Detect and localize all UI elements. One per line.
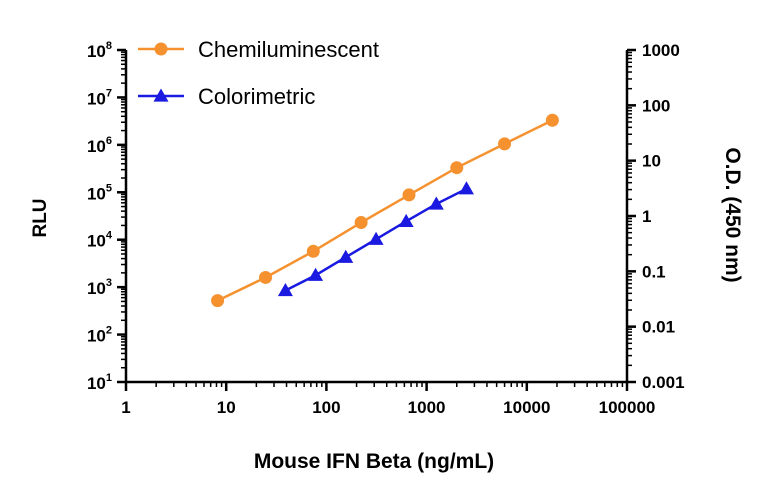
y-tick-label: 102: [87, 325, 112, 346]
x-tick-label: 1: [121, 398, 130, 417]
y-tick-label: 108: [87, 40, 112, 61]
y-tick-base: 10: [87, 137, 106, 156]
y-tick-exponent: 3: [106, 277, 112, 289]
y2-tick-label: 0.01: [642, 318, 675, 337]
series-line: [217, 119, 553, 302]
y-tick-label: 104: [87, 230, 113, 251]
data-point: [398, 213, 414, 227]
y-tick-exponent: 6: [106, 135, 112, 147]
data-point: [259, 270, 273, 284]
y2-tick-label: 10: [642, 152, 661, 171]
data-point: [450, 161, 464, 175]
y-tick-exponent: 5: [106, 182, 112, 194]
y-tick-label: 107: [87, 87, 112, 108]
y2-tick-label: 0.001: [642, 373, 685, 392]
legend-marker: [154, 42, 168, 56]
y-tick-base: 10: [87, 327, 106, 346]
data-point: [428, 196, 444, 210]
data-point: [545, 113, 559, 127]
legend-marker: [153, 88, 169, 102]
y-tick-label: 106: [87, 135, 112, 156]
ticks: 1 10 100 1000 10000 1000001011021031041051061…: [87, 40, 685, 417]
data-point: [368, 231, 384, 245]
y-tick-exponent: 1: [106, 372, 112, 384]
y-tick-base: 10: [87, 184, 106, 203]
y-tick-exponent: 8: [106, 40, 112, 52]
data-point: [402, 188, 416, 202]
x-tick-label: 10000: [503, 398, 550, 417]
legend-label: Chemiluminescent: [198, 37, 379, 62]
data-point: [458, 181, 474, 195]
y2-tick-label: 1000: [642, 41, 680, 60]
series-colorimetric: [277, 181, 474, 297]
legend-item: Chemiluminescent: [138, 37, 379, 62]
y-tick-label: 103: [87, 277, 112, 298]
y-tick-base: 10: [87, 279, 106, 298]
y-tick-exponent: 2: [106, 325, 112, 337]
y2-tick-label: 100: [642, 96, 670, 115]
y-tick-base: 10: [87, 232, 106, 251]
series-chemiluminescent: [211, 113, 559, 308]
y2-tick-label: 1: [642, 207, 651, 226]
right-y-axis-title: O.D. (450 nm): [721, 147, 744, 282]
legend-item: Colorimetric: [138, 84, 315, 109]
y-tick-base: 10: [87, 89, 106, 108]
legend-label: Colorimetric: [198, 84, 315, 109]
left-y-axis-title: RLU: [30, 198, 51, 237]
y2-tick-label: 0.1: [642, 262, 666, 281]
x-tick-label: 100000: [599, 398, 656, 417]
data-point: [338, 249, 354, 263]
y-tick-base: 10: [87, 42, 106, 61]
legend: Chemiluminescent Colorimetric: [138, 37, 379, 109]
y-tick-label: 101: [87, 372, 112, 393]
y-tick-label: 105: [87, 182, 112, 203]
data-point: [306, 244, 320, 258]
x-axis-title: Mouse IFN Beta (ng/mL): [254, 450, 494, 473]
series-layer: [211, 113, 559, 308]
y-tick-exponent: 4: [106, 230, 113, 242]
data-point: [211, 294, 225, 308]
x-tick-label: 100: [312, 398, 340, 417]
y-tick-base: 10: [87, 374, 106, 393]
data-point: [308, 267, 324, 281]
y-tick-exponent: 7: [106, 87, 112, 99]
data-point: [498, 137, 512, 151]
x-tick-label: 1000: [408, 398, 446, 417]
x-tick-label: 10: [217, 398, 236, 417]
data-point: [354, 216, 368, 230]
data-point: [277, 283, 293, 297]
